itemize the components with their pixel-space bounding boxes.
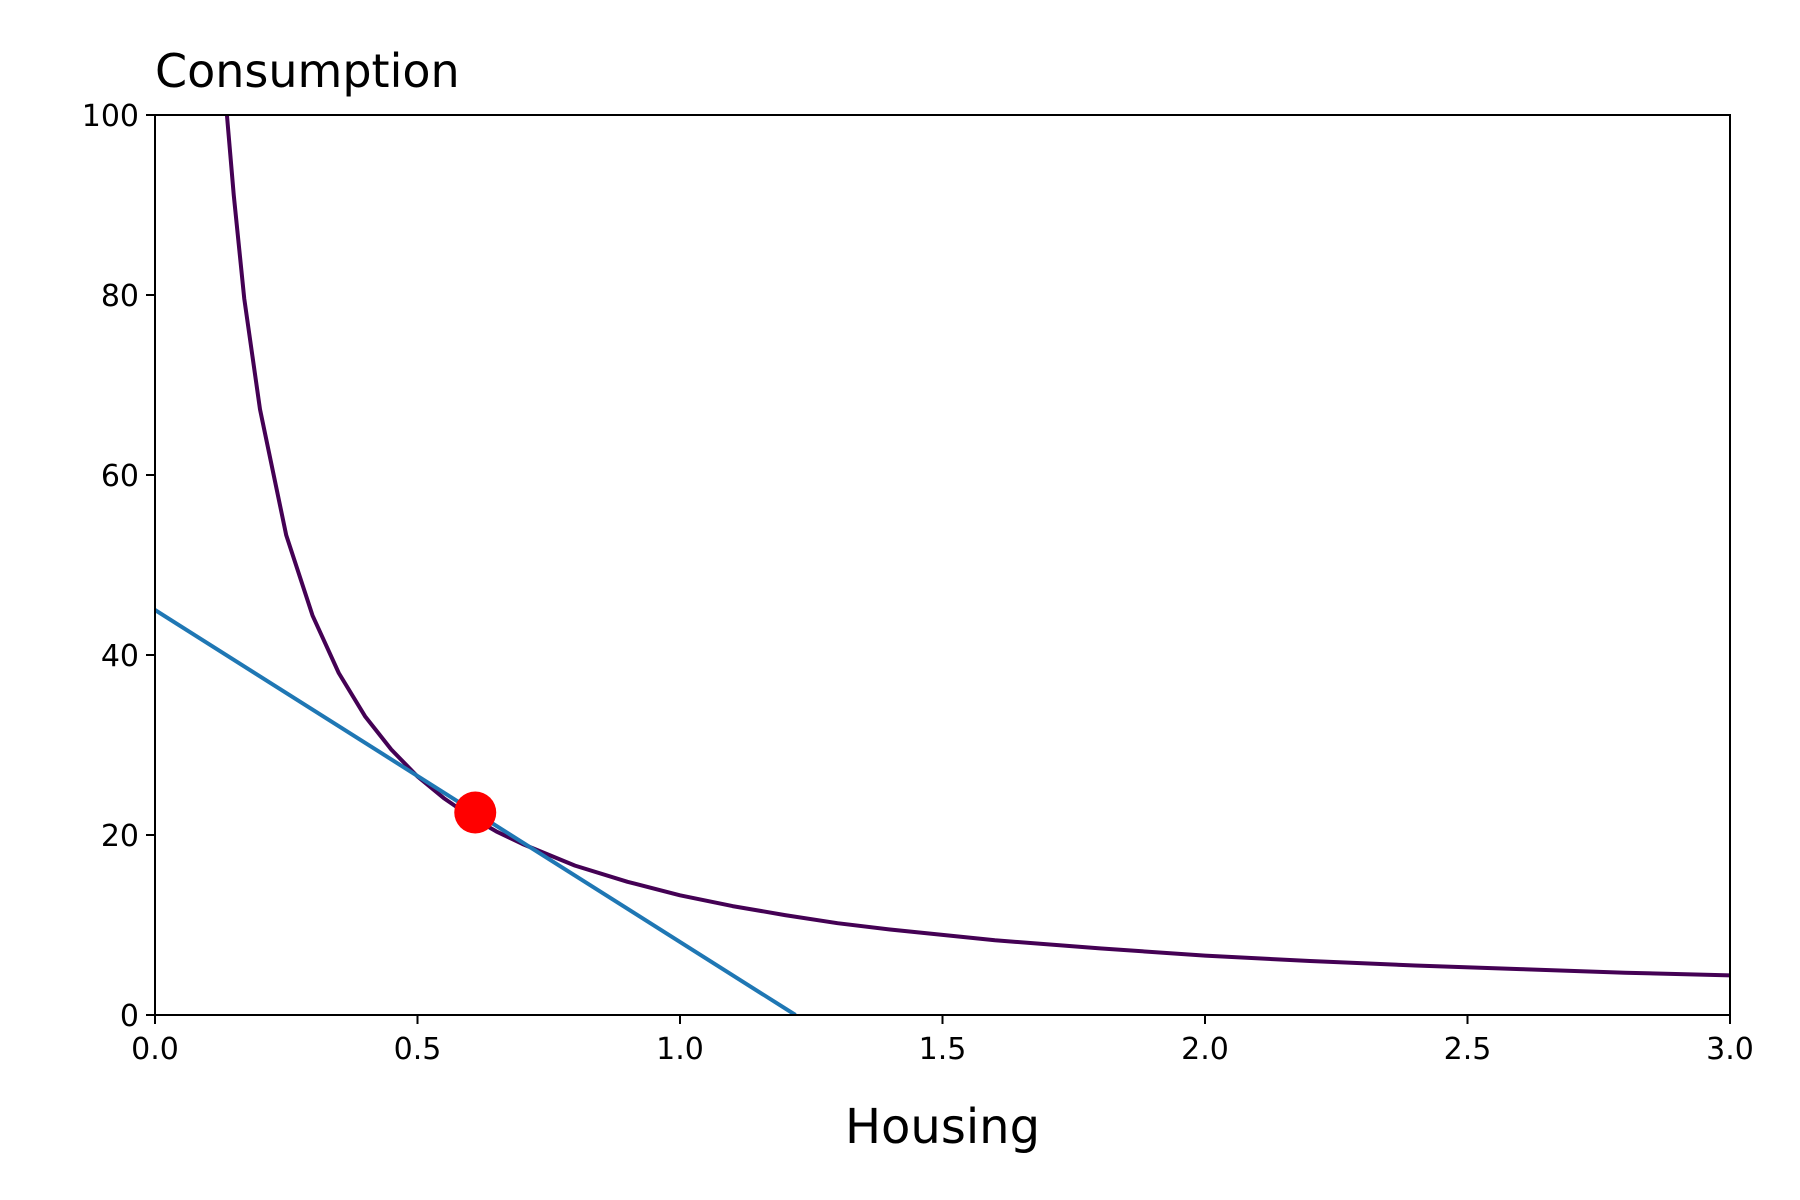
axis-ticks: 0.0 0.5 1.0 1.5 2.0 2.5 3.0 0 20 40 60 80 100 xyxy=(82,99,1754,1067)
y-tick-label: 80 xyxy=(101,279,139,314)
optimum-point xyxy=(454,791,497,834)
x-tick-label: 1.5 xyxy=(919,1032,967,1067)
y-tick-label: 0 xyxy=(120,999,139,1034)
plot-area xyxy=(155,115,1730,1015)
x-tick-label: 0.0 xyxy=(131,1032,179,1067)
x-tick-label: 3.0 xyxy=(1706,1032,1754,1067)
x-tick-label: 0.5 xyxy=(394,1032,442,1067)
y-tick-label: 60 xyxy=(101,459,139,494)
x-axis-label: Housing xyxy=(845,1099,1040,1155)
x-tick-label: 1.0 xyxy=(656,1032,704,1067)
y-tick-label: 20 xyxy=(101,819,139,854)
axes-frame xyxy=(154,114,1731,1016)
x-tick-label: 2.0 xyxy=(1181,1032,1229,1067)
x-tick-label: 2.5 xyxy=(1444,1032,1492,1067)
y-tick-label: 40 xyxy=(101,639,139,674)
indifference-curve-line xyxy=(224,115,1730,978)
y-tick-label: 100 xyxy=(82,99,139,134)
y-axis-label: Consumption xyxy=(155,44,460,98)
